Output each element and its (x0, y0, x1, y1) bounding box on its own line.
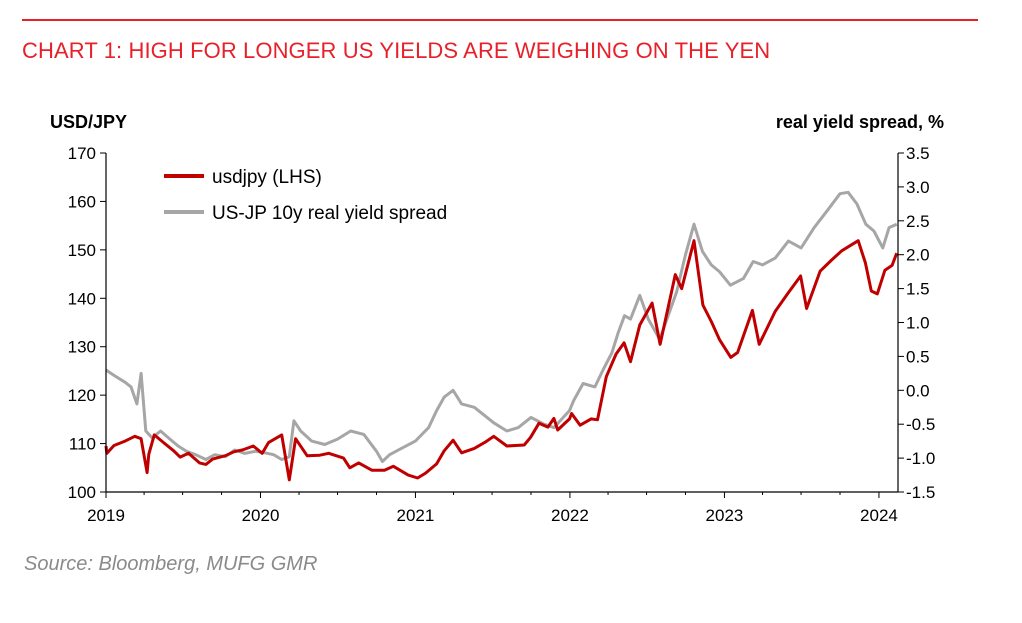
right-tick-label: -1.5 (906, 483, 935, 502)
left-tick-label: 130 (68, 338, 96, 357)
chart-title: CHART 1: HIGH FOR LONGER US YIELDS ARE W… (22, 38, 771, 63)
left-tick-label: 170 (68, 144, 96, 163)
source-note: Source: Bloomberg, MUFG GMR (24, 553, 318, 575)
left-tick-label: 150 (68, 241, 96, 260)
right-tick-label: 3.0 (906, 178, 930, 197)
right-tick-label: -0.5 (906, 415, 935, 434)
left-tick-label: 140 (68, 289, 96, 308)
right-tick-label: 1.5 (906, 280, 930, 299)
x-tick-label: 2020 (242, 506, 280, 525)
x-tick-label: 2019 (87, 506, 125, 525)
right-tick-label: 0.0 (906, 381, 930, 400)
real-yield-spread-line (105, 190, 898, 463)
x-tick-label: 2021 (397, 506, 435, 525)
legend-spread-label: US-JP 10y real yield spread (212, 203, 447, 224)
right-tick-label: 3.5 (906, 144, 930, 163)
left-axis-title: USD/JPY (50, 112, 127, 132)
right-axis-title: real yield spread, % (776, 112, 944, 132)
usdjpy-line (104, 239, 899, 482)
left-tick-label: 110 (69, 435, 96, 454)
top-rule (22, 19, 978, 21)
left-tick-label: 120 (68, 386, 96, 405)
right-tick-label: 2.0 (906, 246, 930, 265)
x-tick-label: 2023 (706, 506, 744, 525)
left-tick-label: 100 (68, 483, 96, 502)
right-tick-label: 1.0 (906, 314, 930, 333)
x-tick-label: 2022 (551, 506, 589, 525)
left-tick-label: 160 (68, 192, 96, 211)
right-tick-label: -1.0 (906, 449, 935, 468)
right-tick-label: 0.5 (906, 347, 930, 366)
legend-usdjpy-label: usdjpy (LHS) (212, 167, 322, 188)
right-tick-label: 2.5 (906, 212, 930, 231)
x-tick-label: 2024 (860, 506, 898, 525)
